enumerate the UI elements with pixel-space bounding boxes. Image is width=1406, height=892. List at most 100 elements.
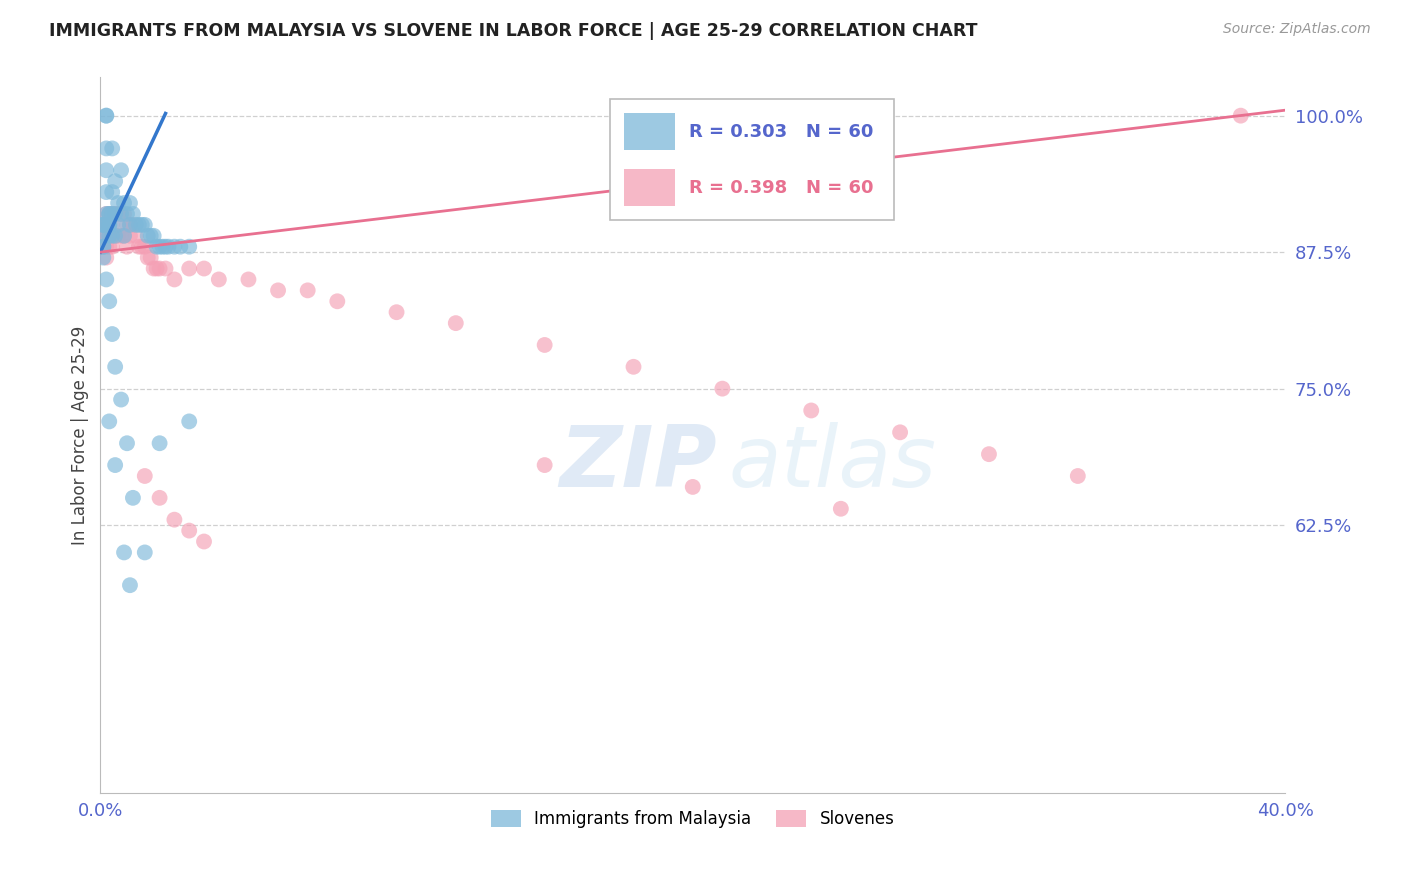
Point xyxy=(163,513,186,527)
Point xyxy=(179,414,201,428)
Point xyxy=(91,240,114,254)
Point xyxy=(131,218,153,232)
Point xyxy=(163,272,186,286)
Point xyxy=(125,228,148,243)
Point xyxy=(96,240,118,254)
Point xyxy=(96,141,118,155)
Point xyxy=(104,174,127,188)
Point xyxy=(152,240,174,254)
Text: IMMIGRANTS FROM MALAYSIA VS SLOVENE IN LABOR FORCE | AGE 25-29 CORRELATION CHART: IMMIGRANTS FROM MALAYSIA VS SLOVENE IN L… xyxy=(49,22,977,40)
Point xyxy=(104,458,127,472)
Legend: Immigrants from Malaysia, Slovenes: Immigrants from Malaysia, Slovenes xyxy=(484,803,901,834)
Point xyxy=(711,382,734,396)
Point xyxy=(136,251,159,265)
Point xyxy=(623,359,645,374)
Point xyxy=(101,185,124,199)
Point xyxy=(136,228,159,243)
Point xyxy=(122,207,145,221)
Point xyxy=(1067,469,1090,483)
Point xyxy=(128,240,150,254)
Point xyxy=(110,207,132,221)
Point xyxy=(96,185,118,199)
Point xyxy=(91,218,114,232)
Point xyxy=(110,207,132,221)
Point xyxy=(155,261,177,276)
Point xyxy=(179,524,201,538)
Point xyxy=(297,284,319,298)
Point xyxy=(112,207,135,221)
Text: Source: ZipAtlas.com: Source: ZipAtlas.com xyxy=(1223,22,1371,37)
Point xyxy=(134,240,156,254)
Point xyxy=(91,240,114,254)
Point xyxy=(91,228,114,243)
Point xyxy=(98,240,121,254)
Point xyxy=(104,207,127,221)
Point xyxy=(91,218,114,232)
Point xyxy=(101,228,124,243)
Point xyxy=(149,240,172,254)
Point xyxy=(142,261,165,276)
Point xyxy=(163,240,186,254)
Point xyxy=(96,163,118,178)
Point xyxy=(134,545,156,559)
Point xyxy=(118,578,141,592)
Point xyxy=(155,240,177,254)
Point xyxy=(101,218,124,232)
Point xyxy=(98,218,121,232)
Point xyxy=(91,218,114,232)
Point xyxy=(96,251,118,265)
Point xyxy=(145,261,167,276)
Point xyxy=(110,392,132,407)
Point xyxy=(96,228,118,243)
Point xyxy=(112,228,135,243)
Point xyxy=(134,469,156,483)
Point xyxy=(112,196,135,211)
Point xyxy=(533,338,555,352)
Point xyxy=(179,240,201,254)
Point xyxy=(208,272,231,286)
Point xyxy=(91,240,114,254)
Point xyxy=(179,261,201,276)
Point xyxy=(115,240,138,254)
Point xyxy=(101,207,124,221)
Point xyxy=(118,196,141,211)
Point xyxy=(96,218,118,232)
Point xyxy=(107,196,129,211)
Point xyxy=(139,251,162,265)
Point xyxy=(118,228,141,243)
Point xyxy=(533,458,555,472)
Point xyxy=(104,359,127,374)
Point xyxy=(96,109,118,123)
Point xyxy=(98,207,121,221)
Point xyxy=(149,436,172,450)
Point xyxy=(101,141,124,155)
Point xyxy=(98,218,121,232)
Point xyxy=(682,480,704,494)
Point xyxy=(169,240,191,254)
Point xyxy=(98,414,121,428)
Point xyxy=(125,218,148,232)
Point xyxy=(238,272,260,286)
Point xyxy=(977,447,1000,461)
Point xyxy=(830,501,852,516)
Point xyxy=(112,228,135,243)
Point xyxy=(149,491,172,505)
Point xyxy=(91,251,114,265)
Point xyxy=(326,294,349,309)
Point xyxy=(101,207,124,221)
Point xyxy=(118,218,141,232)
Point xyxy=(385,305,408,319)
Point xyxy=(98,228,121,243)
Point xyxy=(267,284,290,298)
Point xyxy=(96,207,118,221)
Point xyxy=(115,436,138,450)
Point xyxy=(444,316,467,330)
Point xyxy=(142,228,165,243)
Point xyxy=(107,228,129,243)
Y-axis label: In Labor Force | Age 25-29: In Labor Force | Age 25-29 xyxy=(72,326,89,545)
Point xyxy=(98,207,121,221)
Point xyxy=(98,207,121,221)
Point xyxy=(800,403,823,417)
Point xyxy=(115,218,138,232)
Point xyxy=(101,326,124,341)
